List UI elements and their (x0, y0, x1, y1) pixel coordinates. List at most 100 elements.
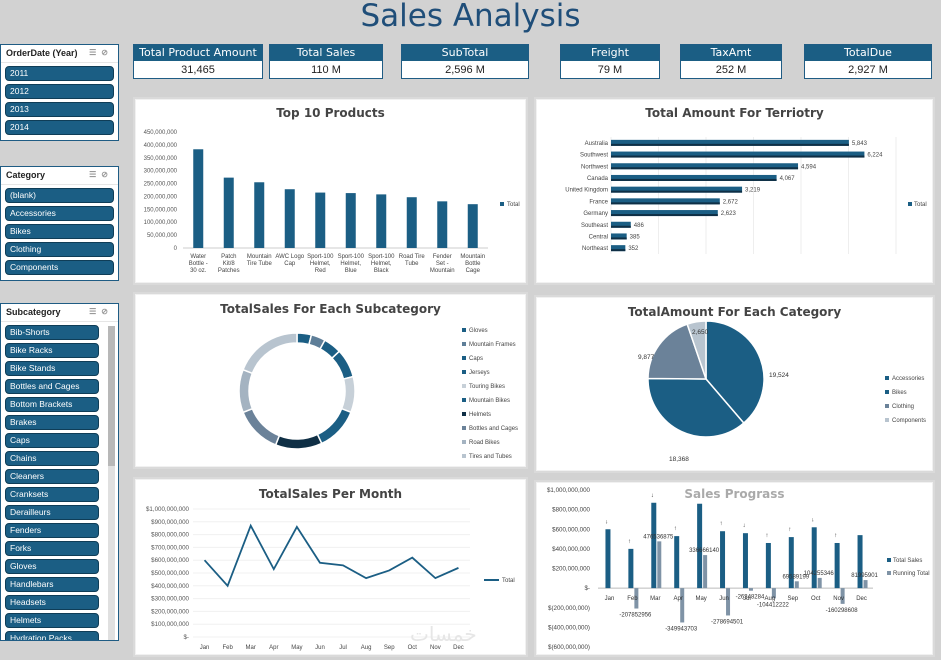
slicer-item-subcategory[interactable]: Bike Stands (5, 361, 99, 376)
y-tick-label: $1,000,000,000 (146, 506, 190, 513)
bar-total-sales (834, 542, 840, 589)
slicer-item-subcategory[interactable]: Hydration Packs (5, 631, 99, 640)
legend-swatch (500, 202, 504, 206)
legend-label: Caps (469, 356, 483, 362)
slicer-item-year[interactable]: 2011 (5, 66, 114, 81)
filter-icons[interactable]: ☰⊘ (89, 307, 113, 316)
slicer-item-year[interactable]: 2014 (5, 120, 114, 135)
bar (611, 210, 718, 217)
legend-swatch (462, 426, 466, 430)
slicer-item-subcategory[interactable]: Helmets (5, 613, 99, 628)
y-tick-label: $200,000,000 (552, 566, 590, 573)
slicer-item-subcategory[interactable]: Bottles and Cages (5, 379, 99, 394)
y-tick-label: $- (183, 634, 189, 641)
x-tick-label: Patch Kit/8 Patches (218, 254, 240, 274)
slicer-item-category[interactable]: (blank) (5, 188, 114, 203)
bar-shadow (611, 178, 777, 181)
y-tick-label: 250,000,000 (144, 182, 178, 188)
slicer-item-subcategory[interactable]: Bib-Shorts (5, 325, 99, 340)
y-tick-label: $800,000,000 (151, 532, 189, 539)
x-tick-label: Sep (787, 596, 798, 602)
x-tick-label: Road Tire Tube (399, 254, 426, 267)
slicer-item-year[interactable]: 2013 (5, 102, 114, 117)
legend-label: Mountain Frames (469, 342, 516, 348)
legend-swatch (462, 384, 466, 388)
slicer-item-subcategory[interactable]: Cranksets (5, 487, 99, 502)
slicer-item-subcategory[interactable]: Bike Racks (5, 343, 99, 358)
data-label: -160298608 (826, 608, 859, 614)
bar (611, 151, 865, 158)
slicer-item-subcategory[interactable]: Gloves (5, 559, 99, 574)
legend-swatch (462, 328, 466, 332)
y-tick-label: 50,000,000 (147, 233, 178, 239)
data-label: 2,672 (723, 199, 739, 205)
slicer-item-subcategory[interactable]: Caps (5, 433, 99, 448)
data-label: 476536875 (643, 534, 674, 540)
legend-label: Touring Bikes (469, 384, 505, 390)
x-tick-label: Nov (833, 596, 844, 602)
data-label: 4,594 (801, 164, 817, 170)
scrollbar-thumb[interactable] (108, 326, 115, 466)
kpi-label: TotalDue (805, 45, 931, 61)
kpi-label: TaxAmt (681, 45, 781, 61)
variance-marker: ↑ (788, 527, 791, 533)
variance-marker: ↑ (765, 533, 768, 539)
slicer-item-category[interactable]: Accessories (5, 206, 114, 221)
slicer-item-category[interactable]: Components (5, 260, 114, 275)
slicer-item-category[interactable]: Clothing (5, 242, 114, 257)
bar-running-total (817, 577, 822, 589)
x-tick-label: Oct (811, 596, 821, 602)
x-tick-label: Mountain Bottle Cage (460, 254, 485, 274)
slicer-item-subcategory[interactable]: Chains (5, 451, 99, 466)
kpi-card: SubTotal 2,596 M (401, 44, 529, 79)
variance-marker: ↓ (651, 493, 654, 499)
slicer-item-subcategory[interactable]: Forks (5, 541, 99, 556)
chart-title: Sales Prograss (684, 487, 785, 501)
legend-label: Running Total (893, 571, 930, 577)
chart-title: Total Amount For Terriotry (645, 106, 824, 120)
x-tick-label: Fender Set -Mountain (430, 254, 455, 274)
filter-icons[interactable]: ☰⊘ (89, 170, 113, 179)
chart-title: TotalAmount For Each Category (627, 305, 842, 319)
x-tick-label: Feb (222, 645, 233, 651)
legend-label: Mountain Bikes (469, 398, 510, 404)
slicer-item-year[interactable]: 2012 (5, 84, 114, 99)
bar (437, 201, 448, 248)
data-label: -278694501 (711, 619, 744, 625)
x-tick-label: AWC Logo Cap (275, 254, 304, 267)
legend-label: Helmets (469, 412, 491, 418)
y-tick-label: $200,000,000 (151, 608, 189, 615)
slicer-item-subcategory[interactable]: Brakes (5, 415, 99, 430)
variance-marker: ↓ (697, 494, 700, 500)
bar-shadow (611, 190, 743, 193)
kpi-value: 2,596 M (445, 64, 485, 76)
data-label: 18,368 (669, 456, 689, 463)
filter-icons[interactable]: ☰⊘ (89, 48, 113, 57)
slicer-item-subcategory[interactable]: Handlebars (5, 577, 99, 592)
slicer-item-subcategory[interactable]: Headsets (5, 595, 99, 610)
slicer-item-subcategory[interactable]: Cleaners (5, 469, 99, 484)
slicer-item-subcategory[interactable]: Bottom Brackets (5, 397, 99, 412)
slicer-item-category[interactable]: Bikes (5, 224, 114, 239)
chart-title: TotalSales Per Month (258, 487, 403, 501)
kpi-label: Total Product Amount (134, 45, 262, 61)
slicer-scrollbar[interactable] (108, 326, 115, 640)
legend-swatch (462, 398, 466, 402)
y-tick-label: 100,000,000 (144, 220, 178, 226)
donut-slice (330, 350, 355, 380)
bar (406, 197, 417, 248)
data-label: 4,067 (780, 176, 796, 182)
slicer-category: Category ☰⊘ (blank) Accessories Bikes Clothi… (0, 166, 119, 281)
pie-slice (647, 377, 745, 438)
legend-label: Bikes (892, 390, 907, 396)
slicer-item-subcategory[interactable]: Fenders (5, 523, 99, 538)
series-line (203, 523, 459, 588)
donut-slice (274, 433, 323, 450)
x-tick-label: Jun (315, 645, 325, 651)
x-tick-label: Aug (361, 645, 372, 651)
x-tick-label: Dec (453, 645, 464, 651)
slicer-year-header: OrderDate (Year) (6, 48, 78, 58)
data-label: 19,524 (769, 372, 789, 379)
slicer-item-subcategory[interactable]: Derailleurs (5, 505, 99, 520)
y-tick-label: $(200,000,000) (548, 605, 590, 612)
